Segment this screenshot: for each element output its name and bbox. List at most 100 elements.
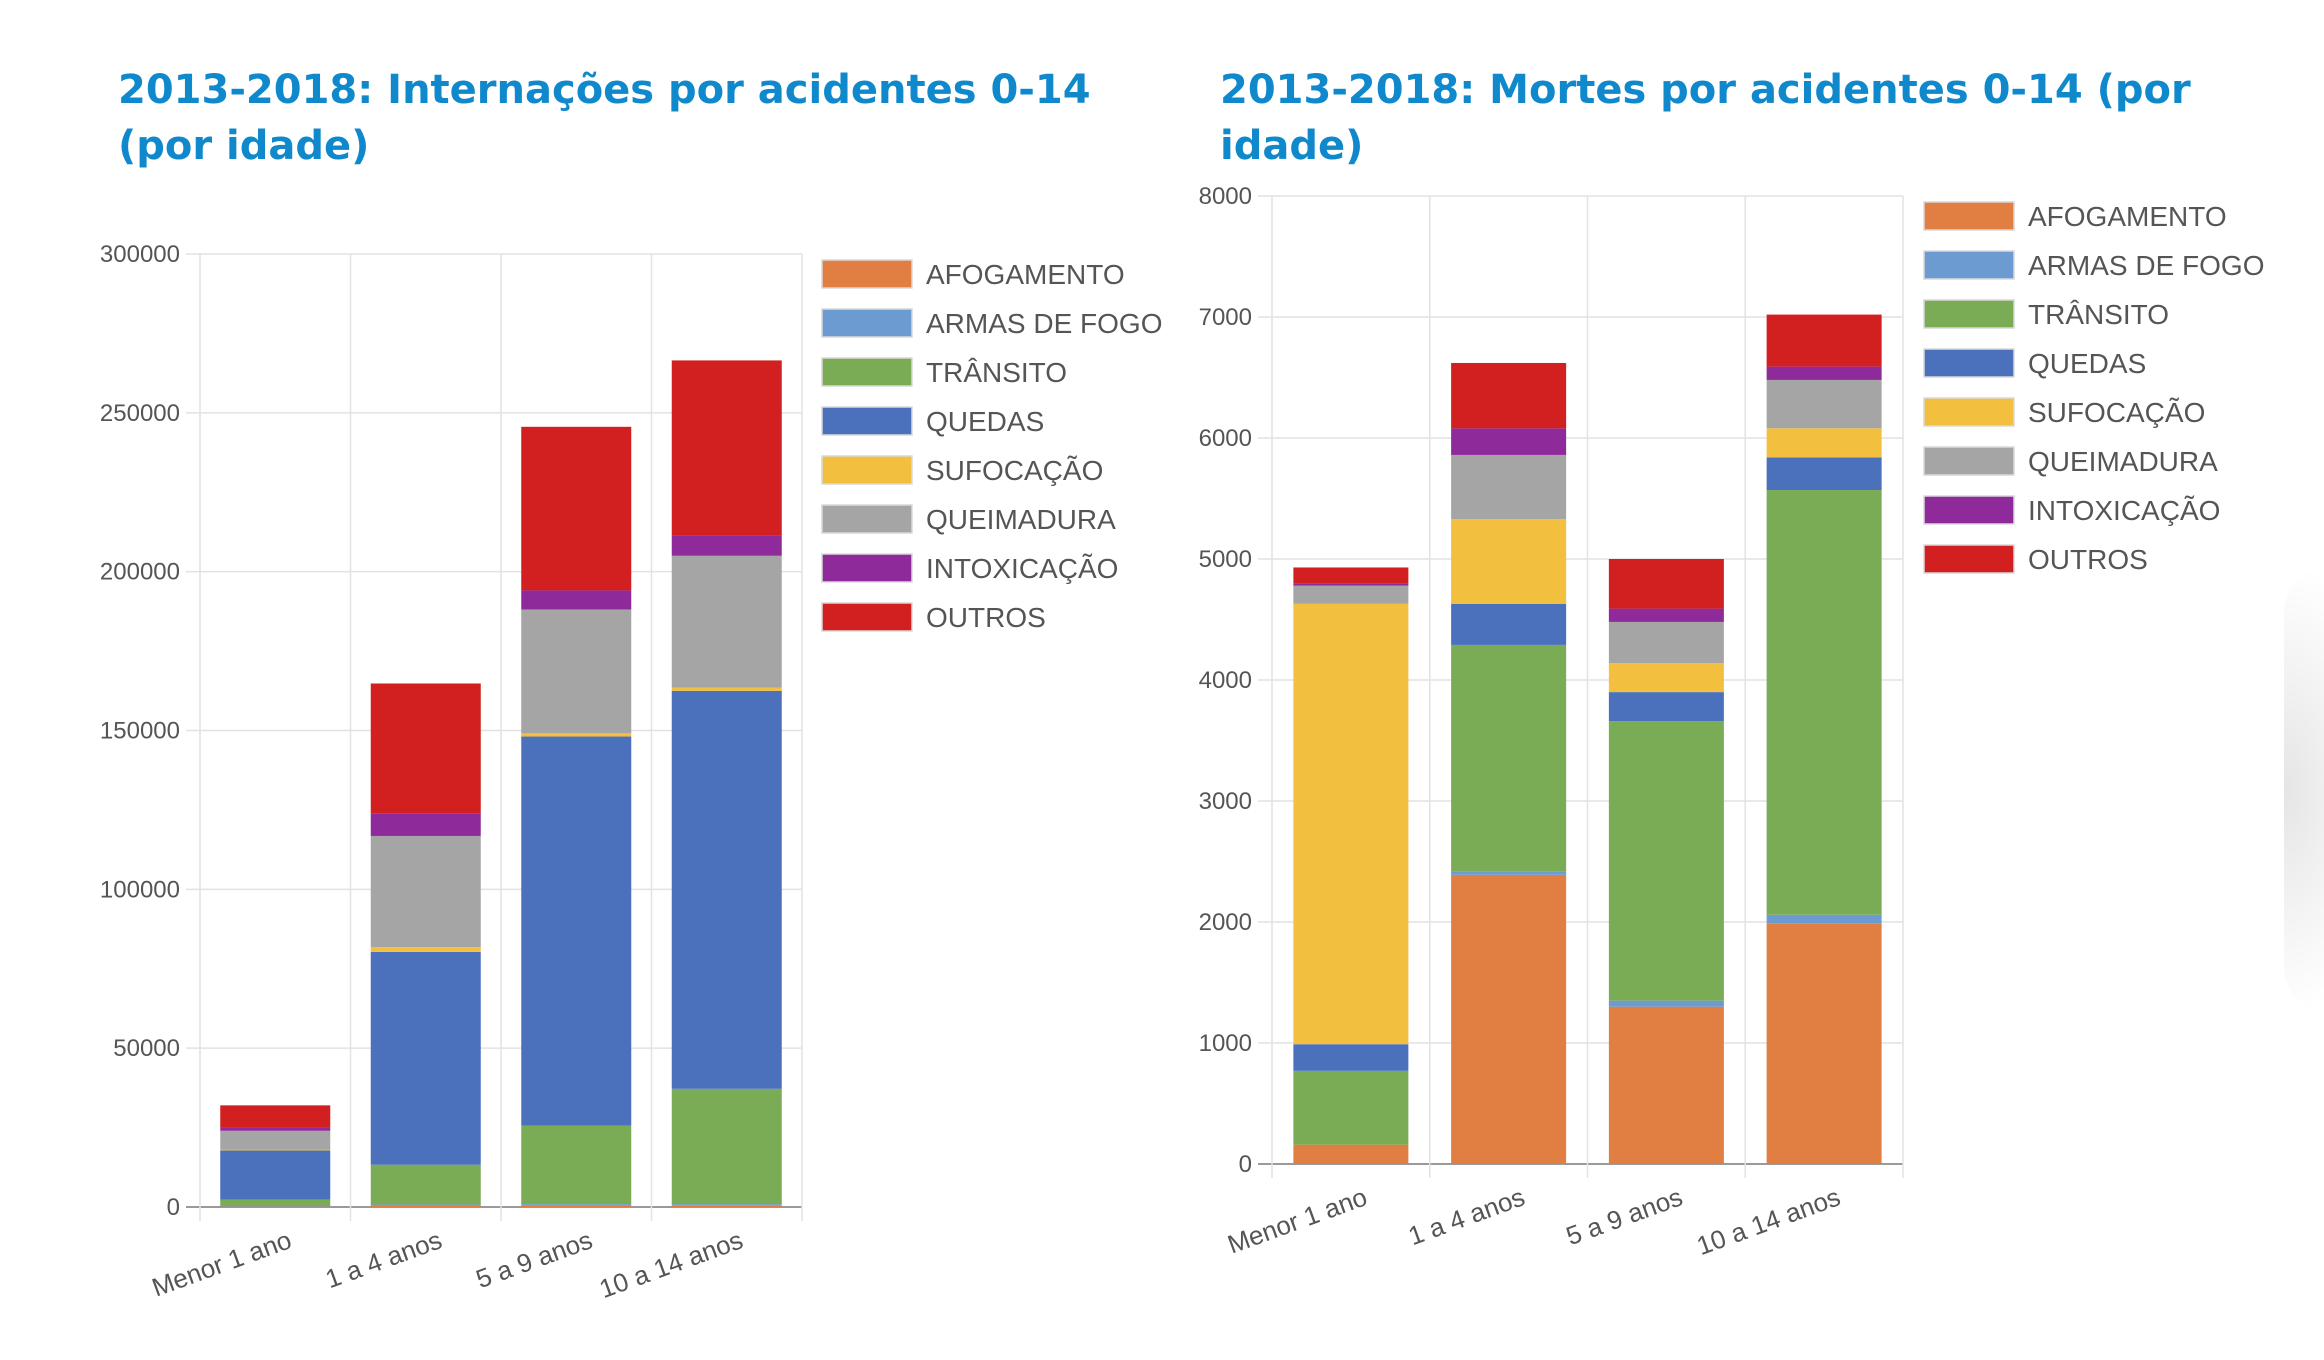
- bar-transito-menor-1-ano[interactable]: [1293, 1070, 1409, 1145]
- bar-intoxicacao-5-a-9-anos[interactable]: [521, 590, 632, 610]
- y-tick-label: 2000: [1199, 909, 1252, 936]
- bar-quedas-5-a-9-anos[interactable]: [521, 736, 632, 1126]
- y-tick-label: 7000: [1199, 304, 1252, 331]
- legend-label-queimadura[interactable]: QUEIMADURA: [926, 504, 1116, 535]
- legend-label-quedas[interactable]: QUEDAS: [2028, 348, 2146, 379]
- bar-armas-de-fogo-10-a-14-anos[interactable]: [671, 1204, 782, 1206]
- bar-outros-10-a-14-anos[interactable]: [671, 360, 782, 536]
- legend-label-sufocacao[interactable]: SUFOCAÇÃO: [2028, 397, 2205, 428]
- bar-sufocacao-menor-1-ano[interactable]: [220, 1149, 331, 1151]
- bar-sufocacao-menor-1-ano[interactable]: [1293, 603, 1409, 1045]
- bar-quedas-menor-1-ano[interactable]: [220, 1150, 331, 1200]
- legend-label-armas-de-fogo[interactable]: ARMAS DE FOGO: [926, 308, 1162, 339]
- legend-label-queimadura[interactable]: QUEIMADURA: [2028, 446, 2218, 477]
- bar-intoxicacao-10-a-14-anos[interactable]: [1766, 366, 1882, 380]
- bar-quedas-10-a-14-anos[interactable]: [671, 690, 782, 1089]
- legend-label-afogamento[interactable]: AFOGAMENTO: [2028, 201, 2227, 232]
- legend-swatch-transito[interactable]: [1923, 299, 2015, 329]
- bar-queimadura-5-a-9-anos[interactable]: [1608, 621, 1724, 664]
- bar-transito-10-a-14-anos[interactable]: [671, 1088, 782, 1205]
- legend-label-sufocacao[interactable]: SUFOCAÇÃO: [926, 455, 1103, 486]
- bar-outros-1-a-4-anos[interactable]: [1451, 362, 1567, 429]
- bar-armas-de-fogo-5-a-9-anos[interactable]: [1608, 1000, 1724, 1007]
- bar-transito-5-a-9-anos[interactable]: [521, 1125, 632, 1205]
- bar-transito-1-a-4-anos[interactable]: [370, 1164, 481, 1205]
- bar-sufocacao-5-a-9-anos[interactable]: [521, 733, 632, 737]
- bar-queimadura-10-a-14-anos[interactable]: [1766, 379, 1882, 429]
- bar-intoxicacao-5-a-9-anos[interactable]: [1608, 608, 1724, 622]
- bar-afogamento-1-a-4-anos[interactable]: [370, 1205, 481, 1207]
- bar-afogamento-10-a-14-anos[interactable]: [1766, 923, 1882, 1164]
- bar-queimadura-1-a-4-anos[interactable]: [1451, 454, 1567, 520]
- bar-outros-menor-1-ano[interactable]: [1293, 567, 1409, 584]
- bar-outros-menor-1-ano[interactable]: [220, 1105, 331, 1128]
- bar-sufocacao-10-a-14-anos[interactable]: [1766, 428, 1882, 458]
- legend-label-intoxicacao[interactable]: INTOXICAÇÃO: [2028, 495, 2220, 526]
- bar-quedas-1-a-4-anos[interactable]: [370, 951, 481, 1165]
- bar-queimadura-1-a-4-anos[interactable]: [370, 835, 481, 948]
- legend-swatch-quedas[interactable]: [1923, 348, 2015, 378]
- bar-queimadura-5-a-9-anos[interactable]: [521, 609, 632, 734]
- bar-quedas-menor-1-ano[interactable]: [1293, 1044, 1409, 1071]
- bar-armas-de-fogo-1-a-4-anos[interactable]: [1451, 871, 1567, 875]
- bar-armas-de-fogo-1-a-4-anos[interactable]: [370, 1204, 481, 1206]
- bar-quedas-10-a-14-anos[interactable]: [1766, 457, 1882, 491]
- y-tick-label: 100000: [100, 876, 180, 903]
- bar-sufocacao-10-a-14-anos[interactable]: [671, 687, 782, 691]
- legend-swatch-queimadura[interactable]: [1923, 446, 2015, 476]
- bar-quedas-1-a-4-anos[interactable]: [1451, 603, 1567, 645]
- y-tick-label: 1000: [1199, 1030, 1252, 1057]
- bar-transito-5-a-9-anos[interactable]: [1608, 721, 1724, 1001]
- bar-intoxicacao-1-a-4-anos[interactable]: [370, 813, 481, 836]
- bar-sufocacao-5-a-9-anos[interactable]: [1608, 663, 1724, 693]
- bar-intoxicacao-menor-1-ano[interactable]: [1293, 583, 1409, 586]
- bar-queimadura-10-a-14-anos[interactable]: [671, 555, 782, 688]
- legend-swatch-afogamento[interactable]: [821, 259, 913, 289]
- bar-transito-1-a-4-anos[interactable]: [1451, 644, 1567, 872]
- bar-intoxicacao-menor-1-ano[interactable]: [220, 1127, 331, 1131]
- bar-sufocacao-1-a-4-anos[interactable]: [1451, 519, 1567, 604]
- legend-swatch-sufocacao[interactable]: [821, 455, 913, 485]
- bar-outros-1-a-4-anos[interactable]: [370, 683, 481, 814]
- legend-label-outros[interactable]: OUTROS: [2028, 544, 2148, 575]
- legend-swatch-outros[interactable]: [1923, 544, 2015, 574]
- legend-label-armas-de-fogo[interactable]: ARMAS DE FOGO: [2028, 250, 2264, 281]
- legend-swatch-sufocacao[interactable]: [1923, 397, 2015, 427]
- legend-swatch-intoxicacao[interactable]: [1923, 495, 2015, 525]
- legend-swatch-armas-de-fogo[interactable]: [821, 308, 913, 338]
- bar-sufocacao-1-a-4-anos[interactable]: [370, 947, 481, 952]
- legend-label-transito[interactable]: TRÂNSITO: [2028, 299, 2169, 330]
- bar-queimadura-menor-1-ano[interactable]: [220, 1130, 331, 1150]
- legend-label-transito[interactable]: TRÂNSITO: [926, 357, 1067, 388]
- y-tick-label: 50000: [113, 1035, 180, 1062]
- bar-armas-de-fogo-menor-1-ano[interactable]: [220, 1206, 331, 1207]
- bar-intoxicacao-1-a-4-anos[interactable]: [1451, 428, 1567, 455]
- bar-afogamento-menor-1-ano[interactable]: [1293, 1144, 1409, 1164]
- legend-swatch-armas-de-fogo[interactable]: [1923, 250, 2015, 280]
- bar-outros-5-a-9-anos[interactable]: [1608, 559, 1724, 609]
- bar-outros-5-a-9-anos[interactable]: [521, 426, 632, 591]
- bar-afogamento-menor-1-ano[interactable]: [220, 1206, 331, 1207]
- legend-swatch-afogamento[interactable]: [1923, 201, 2015, 231]
- legend-swatch-outros[interactable]: [821, 602, 913, 632]
- bar-afogamento-5-a-9-anos[interactable]: [521, 1205, 632, 1207]
- legend-label-intoxicacao[interactable]: INTOXICAÇÃO: [926, 553, 1118, 584]
- legend-swatch-intoxicacao[interactable]: [821, 553, 913, 583]
- bar-transito-menor-1-ano[interactable]: [220, 1199, 331, 1207]
- legend-label-outros[interactable]: OUTROS: [926, 602, 1046, 633]
- bar-armas-de-fogo-10-a-14-anos[interactable]: [1766, 914, 1882, 924]
- legend-swatch-queimadura[interactable]: [821, 504, 913, 534]
- bar-queimadura-menor-1-ano[interactable]: [1293, 585, 1409, 604]
- legend-swatch-transito[interactable]: [821, 357, 913, 387]
- legend-label-afogamento[interactable]: AFOGAMENTO: [926, 259, 1125, 290]
- legend-swatch-quedas[interactable]: [821, 406, 913, 436]
- legend-label-quedas[interactable]: QUEDAS: [926, 406, 1044, 437]
- bar-afogamento-1-a-4-anos[interactable]: [1451, 874, 1567, 1164]
- bar-intoxicacao-10-a-14-anos[interactable]: [671, 535, 782, 556]
- bar-quedas-5-a-9-anos[interactable]: [1608, 692, 1724, 722]
- bar-outros-10-a-14-anos[interactable]: [1766, 314, 1882, 367]
- bar-afogamento-5-a-9-anos[interactable]: [1608, 1006, 1724, 1164]
- bar-transito-10-a-14-anos[interactable]: [1766, 490, 1882, 915]
- bar-afogamento-10-a-14-anos[interactable]: [671, 1205, 782, 1207]
- bar-armas-de-fogo-5-a-9-anos[interactable]: [521, 1204, 632, 1206]
